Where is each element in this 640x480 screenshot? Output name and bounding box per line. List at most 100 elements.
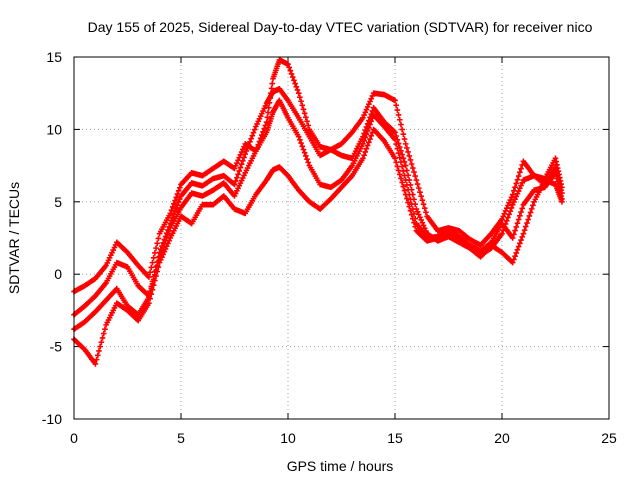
data-point: [509, 235, 516, 241]
data-point: [173, 205, 180, 212]
data-point: [400, 183, 407, 190]
data-point: [299, 143, 306, 150]
data-point: [303, 114, 309, 121]
data-point: [288, 71, 295, 77]
data-point: [404, 145, 410, 151]
data-point: [392, 129, 398, 136]
data-point: [517, 169, 523, 176]
data-point: [242, 151, 248, 157]
data-point: [150, 282, 157, 288]
data-point: [301, 149, 308, 156]
data-point: [405, 149, 411, 155]
data-point: [291, 77, 297, 84]
data-point: [402, 162, 409, 169]
x-tick-label: 10: [280, 430, 296, 446]
data-point: [406, 203, 413, 210]
data-point: [527, 209, 534, 216]
data-point: [399, 163, 405, 170]
data-point: [295, 90, 302, 96]
data-point: [265, 104, 272, 111]
data-point: [396, 116, 403, 123]
data-point: [155, 264, 162, 270]
data-point: [366, 124, 372, 131]
data-point: [303, 153, 309, 159]
data-point: [413, 177, 420, 183]
data-point: [513, 180, 520, 187]
data-point: [368, 118, 375, 125]
data-point: [420, 201, 427, 208]
data-point: [289, 74, 296, 80]
data-point: [248, 135, 254, 142]
data-point: [362, 134, 369, 141]
data-point: [172, 208, 178, 215]
data-point: [286, 64, 292, 71]
data-point: [503, 217, 510, 224]
data-point: [285, 61, 291, 68]
data-point: [411, 169, 417, 175]
data-point: [301, 110, 308, 117]
data-point: [520, 230, 527, 237]
data-point: [177, 196, 183, 202]
data-point: [399, 151, 405, 158]
data-point: [269, 80, 276, 87]
data-point: [265, 109, 271, 116]
data-point: [512, 227, 518, 234]
data-point: [411, 219, 417, 226]
data-point: [287, 67, 294, 74]
data-point: [165, 231, 171, 238]
data-point: [398, 121, 404, 128]
data-point: [177, 184, 183, 191]
data-point: [401, 136, 408, 142]
data-point: [514, 220, 521, 226]
data-point: [169, 204, 176, 210]
data-point: [414, 181, 421, 187]
data-point: [236, 168, 243, 174]
data-point: [261, 125, 268, 132]
data-point: [402, 141, 409, 147]
data-point: [407, 207, 414, 214]
data-point: [393, 141, 399, 147]
data-point: [263, 119, 270, 125]
data-point: [405, 186, 411, 193]
data-point: [518, 165, 524, 172]
y-tick-label: -10: [42, 411, 62, 427]
data-point: [99, 335, 106, 341]
data-point: [174, 202, 181, 208]
data-point: [147, 295, 153, 302]
data-point: [519, 234, 526, 240]
data-point: [364, 142, 371, 149]
data-point: [148, 264, 155, 271]
data-point: [175, 188, 182, 194]
data-point: [264, 114, 271, 121]
data-point: [394, 145, 401, 152]
data-point: [293, 83, 300, 90]
data-point: [412, 173, 419, 179]
data-point: [407, 196, 414, 203]
data-point: [232, 178, 239, 184]
data-point: [412, 223, 419, 230]
data-point: [295, 133, 302, 140]
data-point: [148, 291, 155, 297]
data-point: [507, 208, 514, 214]
data-point: [394, 163, 401, 170]
x-tick-label: 5: [177, 430, 185, 446]
data-point: [521, 227, 528, 233]
data-point: [398, 159, 404, 165]
data-point: [166, 228, 172, 234]
data-point: [511, 231, 517, 238]
data-point: [509, 259, 516, 266]
data-point: [399, 126, 405, 133]
data-point: [423, 209, 429, 216]
data-point: [297, 94, 303, 101]
data-point: [528, 206, 535, 212]
data-point: [400, 131, 407, 138]
data-point: [153, 245, 159, 251]
data-point: [305, 159, 312, 166]
data-point: [511, 188, 517, 194]
data-layer: [71, 57, 565, 367]
data-point: [244, 145, 251, 151]
data-point: [298, 98, 304, 105]
series-track-c: [71, 97, 565, 333]
data-point: [399, 179, 405, 186]
data-point: [362, 149, 369, 155]
